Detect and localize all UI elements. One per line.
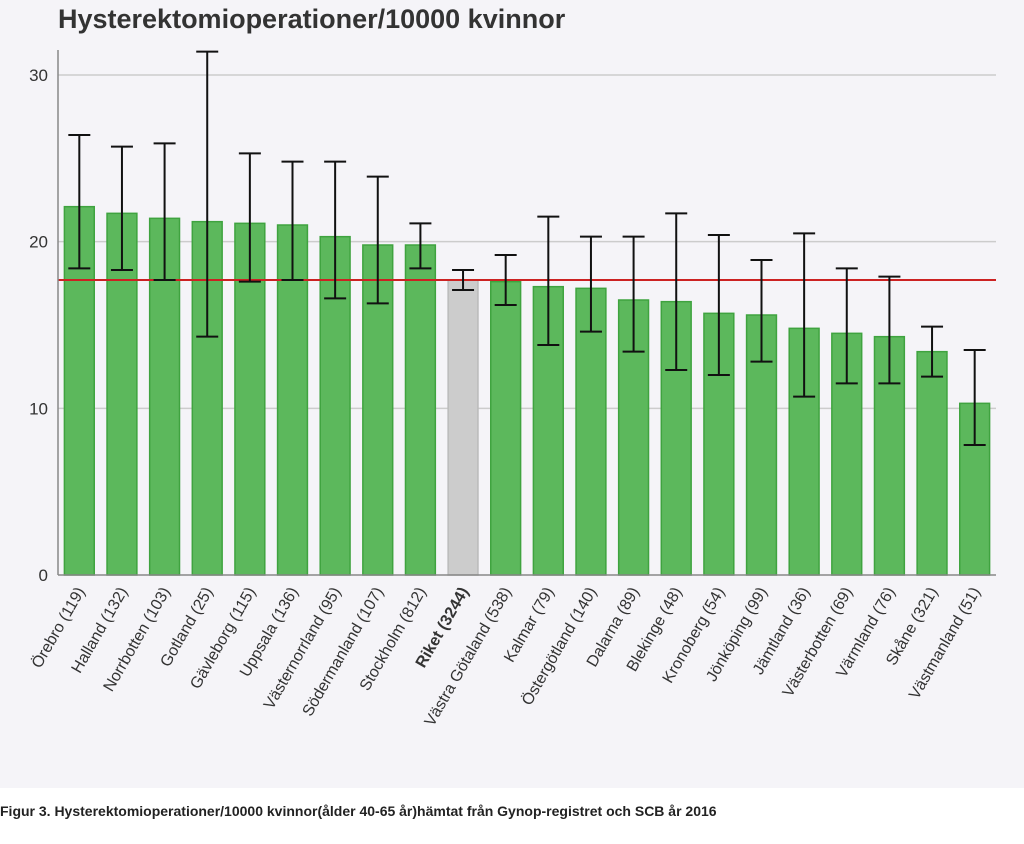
caption-band xyxy=(0,788,1024,844)
error-bar xyxy=(963,349,986,446)
error-bar xyxy=(921,325,944,378)
x-axis-labels: Örebro (119)Halland (132)Norrbotten (103… xyxy=(28,584,984,729)
axes xyxy=(57,50,996,576)
bar xyxy=(575,287,607,576)
bar-chart: 0 10 20 30 Örebro (119)Halland (132)Norrbot… xyxy=(28,50,996,729)
error-bar xyxy=(878,275,901,385)
error-bar xyxy=(281,160,304,281)
error-bar xyxy=(238,152,261,283)
x-category-label: Östergötland (140) xyxy=(518,584,600,709)
y-tick-label: 0 xyxy=(39,566,48,585)
error-bar xyxy=(750,259,773,363)
error-bar xyxy=(68,134,91,270)
bar xyxy=(106,212,138,576)
bar xyxy=(276,224,309,576)
bar xyxy=(490,280,522,576)
x-category-label: Södermanland (107) xyxy=(300,585,388,720)
error-bar xyxy=(537,215,560,346)
bars xyxy=(63,205,991,576)
error-bar xyxy=(324,160,347,300)
error-bar xyxy=(622,235,645,353)
error-bar xyxy=(494,254,517,306)
error-bars xyxy=(68,50,986,446)
error-bar xyxy=(707,234,730,376)
chart-title: Hysterektomioperationer/10000 kvinnor xyxy=(58,4,566,34)
y-tick-label: 10 xyxy=(29,399,48,418)
y-tick-label: 20 xyxy=(29,233,48,252)
figure-caption: Figur 3. Hysterektomioperationer/10000 k… xyxy=(0,803,717,819)
error-bar xyxy=(110,145,133,271)
bar xyxy=(404,244,437,576)
y-axis-ticks: 0 10 20 30 xyxy=(29,66,48,585)
y-tick-label: 30 xyxy=(29,66,48,85)
error-bar xyxy=(409,222,432,270)
error-bar xyxy=(196,50,219,338)
error-bar xyxy=(793,232,816,398)
error-bar xyxy=(452,269,475,291)
error-bar xyxy=(835,267,858,385)
x-category-label: Västernorrland (95) xyxy=(261,585,345,713)
error-bar xyxy=(366,175,389,305)
bar xyxy=(447,279,479,576)
error-bar xyxy=(153,142,176,281)
error-bar xyxy=(665,212,688,371)
error-bar xyxy=(579,235,602,333)
bar xyxy=(916,350,948,576)
